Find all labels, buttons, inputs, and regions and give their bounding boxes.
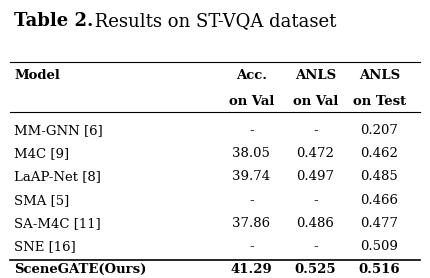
Text: ANLS: ANLS — [359, 69, 400, 82]
Text: 0.497: 0.497 — [296, 170, 335, 183]
Text: 0.525: 0.525 — [295, 263, 336, 276]
Text: ANLS: ANLS — [295, 69, 336, 82]
Text: 0.466: 0.466 — [360, 194, 399, 207]
Text: 41.29: 41.29 — [230, 263, 272, 276]
Text: -: - — [313, 194, 318, 207]
Text: SNE [16]: SNE [16] — [14, 240, 76, 253]
Text: 0.462: 0.462 — [360, 147, 399, 160]
Text: SA-M4C [11]: SA-M4C [11] — [14, 217, 101, 230]
Text: M4C [9]: M4C [9] — [14, 147, 69, 160]
Text: Model: Model — [14, 69, 60, 82]
Text: on Test: on Test — [353, 95, 406, 108]
Text: on Val: on Val — [293, 95, 338, 108]
Text: 0.509: 0.509 — [360, 240, 399, 253]
Text: 0.207: 0.207 — [360, 124, 399, 137]
Text: -: - — [249, 194, 254, 207]
Text: MM-GNN [6]: MM-GNN [6] — [14, 124, 103, 137]
Text: LaAP-Net [8]: LaAP-Net [8] — [14, 170, 101, 183]
Text: -: - — [313, 124, 318, 137]
Text: 0.485: 0.485 — [361, 170, 398, 183]
Text: SMA [5]: SMA [5] — [14, 194, 70, 207]
Text: -: - — [249, 124, 254, 137]
Text: -: - — [313, 240, 318, 253]
Text: 0.472: 0.472 — [296, 147, 335, 160]
Text: Results on ST-VQA dataset: Results on ST-VQA dataset — [89, 12, 336, 30]
Text: 39.74: 39.74 — [232, 170, 270, 183]
Text: Acc.: Acc. — [236, 69, 267, 82]
Text: 37.86: 37.86 — [232, 217, 270, 230]
Text: 0.486: 0.486 — [296, 217, 335, 230]
Text: 0.477: 0.477 — [360, 217, 399, 230]
Text: -: - — [249, 240, 254, 253]
Text: on Val: on Val — [229, 95, 274, 108]
Text: SceneGATE(Ours): SceneGATE(Ours) — [14, 263, 147, 276]
Text: 0.516: 0.516 — [359, 263, 400, 276]
Text: 38.05: 38.05 — [232, 147, 270, 160]
Text: Table 2.: Table 2. — [14, 12, 94, 30]
